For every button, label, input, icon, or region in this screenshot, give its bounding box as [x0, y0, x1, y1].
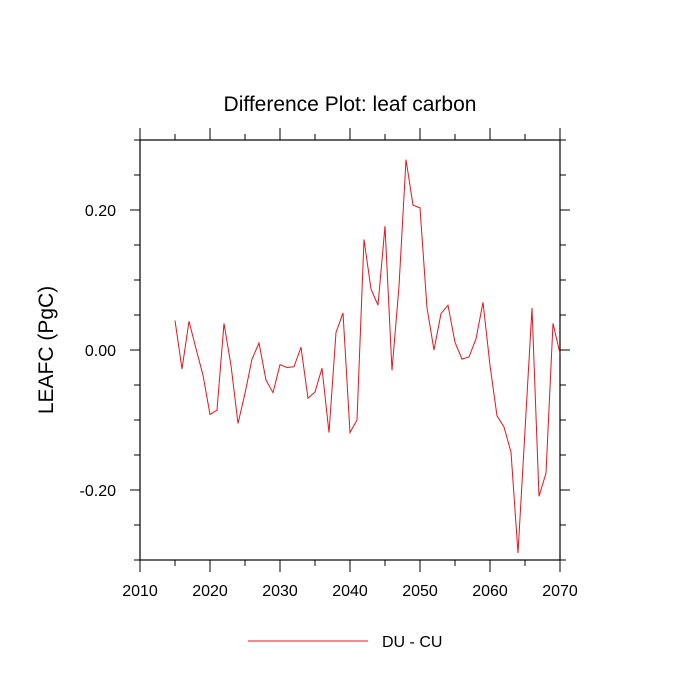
y-tick-label: 0.00 — [85, 343, 116, 360]
x-tick-label: 2050 — [402, 583, 438, 600]
y-tick-label: 0.20 — [85, 203, 116, 220]
y-axis-label: LEAFC (PgC) — [35, 286, 58, 414]
legend: DU - CU — [248, 634, 442, 651]
series-lines — [174, 159, 561, 554]
x-tick-label: 2020 — [192, 583, 228, 600]
x-tick-label: 2040 — [332, 583, 368, 600]
y-tick-label: -0.20 — [80, 483, 117, 500]
legend-label-du-cu: DU - CU — [382, 634, 442, 651]
axis-tick-labels: 2010 2020 2030 2040 2050 2060 2070 -0.20 0.00 0.2… — [80, 203, 578, 600]
x-tick-label: 2030 — [262, 583, 298, 600]
plot-frame — [139, 139, 561, 561]
x-tick-label: 2070 — [542, 583, 578, 600]
series-line-du-cu — [174, 159, 561, 554]
x-tick-label: 2010 — [122, 583, 158, 600]
axis-ticks — [130, 128, 570, 572]
chart-title: Difference Plot: leaf carbon — [224, 93, 477, 116]
x-tick-label: 2060 — [472, 583, 508, 600]
